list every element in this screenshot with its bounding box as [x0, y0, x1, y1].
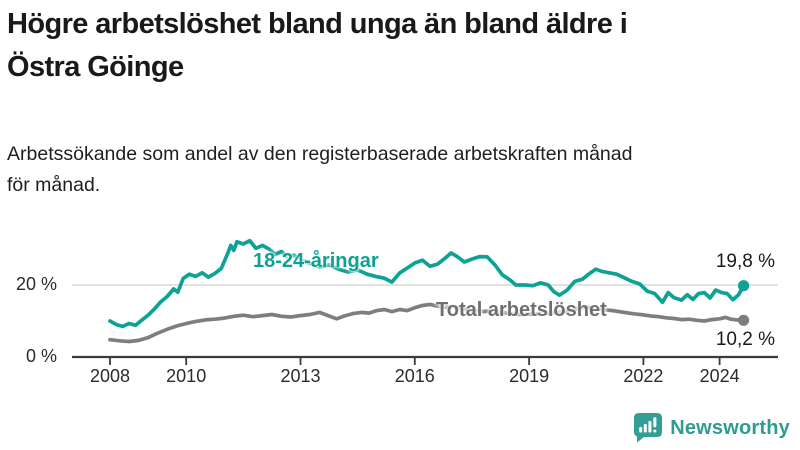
chart-subtitle-line1: Arbetssökande som andel av den registerb… — [7, 143, 633, 165]
x-axis-label: 2024 — [699, 366, 740, 386]
series-label-total: Total arbetslöshet — [436, 299, 607, 321]
x-axis-label: 2016 — [394, 366, 435, 386]
chart-subtitle: Arbetssökande som andel av den registerb… — [7, 139, 795, 201]
x-axis-label: 2010 — [166, 366, 207, 386]
x-axis-label: 2019 — [509, 366, 550, 386]
page-title-line1: Högre arbetslöshet bland unga än bland ä… — [7, 8, 628, 40]
newsworthy-logo: Newsworthy — [634, 413, 790, 443]
chart-subtitle-line2: för månad. — [7, 174, 101, 196]
page-title: Högre arbetslöshet bland unga än bland ä… — [7, 3, 795, 89]
end-value-label-youth: 19,8 % — [715, 251, 775, 272]
end-value-label-total: 10,2 % — [715, 329, 775, 350]
x-axis-label: 2022 — [623, 366, 664, 386]
page-title-line2: Östra Göinge — [7, 51, 184, 83]
y-axis-label: 0 % — [25, 346, 57, 366]
newsworthy-logo-icon — [634, 413, 663, 443]
series-label-youth: 18-24-åringar — [253, 250, 379, 272]
y-axis-label: 20 % — [15, 274, 57, 294]
x-axis-label: 2008 — [89, 366, 131, 386]
newsworthy-logo-text: Newsworthy — [670, 416, 790, 439]
x-axis-label: 2013 — [280, 366, 321, 386]
